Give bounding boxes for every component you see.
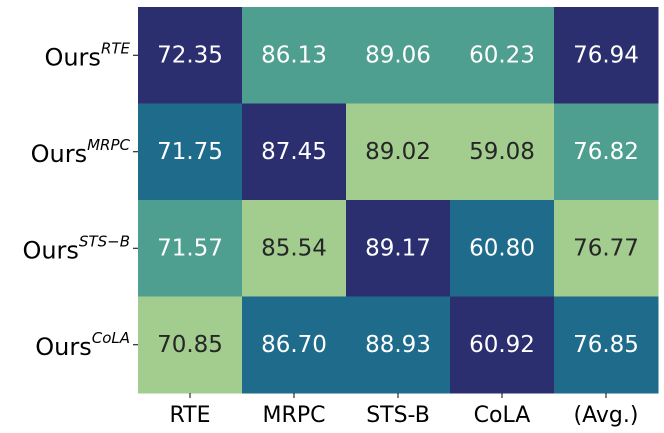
cell-value-label: 60.92 bbox=[469, 332, 535, 358]
column-tick-labels: RTE MRPC STS-B CoLA (Avg.) bbox=[169, 393, 638, 428]
row-tick-labels: OursRTE OursMRPC OursSTS−B OursCoLA bbox=[22, 39, 138, 361]
cell-value-label: 71.75 bbox=[157, 139, 223, 165]
heatmap-cell bbox=[554, 103, 659, 201]
heatmap-cell bbox=[138, 7, 243, 104]
row-tick-label: OursRTE bbox=[44, 39, 130, 71]
column-tick-label: MRPC bbox=[263, 403, 326, 428]
column-tick-label: RTE bbox=[169, 403, 210, 428]
heatmap-cell bbox=[242, 7, 347, 104]
cell-value-label: 86.13 bbox=[261, 42, 327, 68]
heatmap-cell bbox=[242, 296, 347, 394]
heatmap-cell bbox=[554, 296, 659, 394]
heatmap-cell bbox=[450, 296, 555, 394]
heatmap-cell bbox=[450, 7, 555, 104]
heatmap-cell bbox=[242, 200, 347, 297]
cell-value-label: 76.85 bbox=[573, 332, 639, 358]
cell-value-label: 89.02 bbox=[365, 139, 431, 165]
column-tick-label: (Avg.) bbox=[574, 403, 639, 428]
cell-value-label: 86.70 bbox=[261, 332, 327, 358]
cell-value-label: 72.35 bbox=[157, 42, 223, 68]
heatmap-cell bbox=[346, 200, 451, 297]
cell-value-label: 70.85 bbox=[157, 332, 223, 358]
heatmap-cell bbox=[242, 103, 347, 201]
heatmap-cell bbox=[138, 296, 243, 394]
cell-value-label: 71.57 bbox=[157, 235, 223, 261]
heatmap-cell bbox=[346, 296, 451, 394]
cell-value-label: 76.94 bbox=[573, 42, 639, 68]
row-tick-label: OursCoLA bbox=[35, 329, 130, 361]
column-tick-label: CoLA bbox=[474, 403, 531, 428]
column-tick-label: STS-B bbox=[366, 403, 430, 428]
cell-value-label: 88.93 bbox=[365, 332, 431, 358]
cell-value-label: 87.45 bbox=[261, 139, 327, 165]
heatmap-cell bbox=[346, 103, 451, 201]
cell-value-label: 85.54 bbox=[261, 235, 327, 261]
heatmap-cell bbox=[450, 103, 555, 201]
cell-value-label: 89.17 bbox=[365, 235, 431, 261]
cell-value-label: 76.82 bbox=[573, 139, 639, 165]
row-tick-label: OursSTS−B bbox=[22, 232, 130, 264]
heatmap-cell bbox=[554, 7, 659, 104]
cell-value-label: 76.77 bbox=[573, 235, 639, 261]
row-tick-label: OursMRPC bbox=[31, 136, 131, 168]
cell-value-label: 60.23 bbox=[469, 42, 535, 68]
heatmap-cells: 72.35 86.13 89.06 60.23 76.94 71.75 87.45 89.02… bbox=[138, 7, 659, 394]
heatmap-cell bbox=[138, 103, 243, 201]
heatmap-cell bbox=[346, 7, 451, 104]
cell-value-label: 59.08 bbox=[469, 139, 535, 165]
heatmap-cell bbox=[554, 200, 659, 297]
heatmap-cell bbox=[450, 200, 555, 297]
cell-value-label: 60.80 bbox=[469, 235, 535, 261]
cell-value-label: 89.06 bbox=[365, 42, 431, 68]
heatmap-cell bbox=[138, 200, 243, 297]
